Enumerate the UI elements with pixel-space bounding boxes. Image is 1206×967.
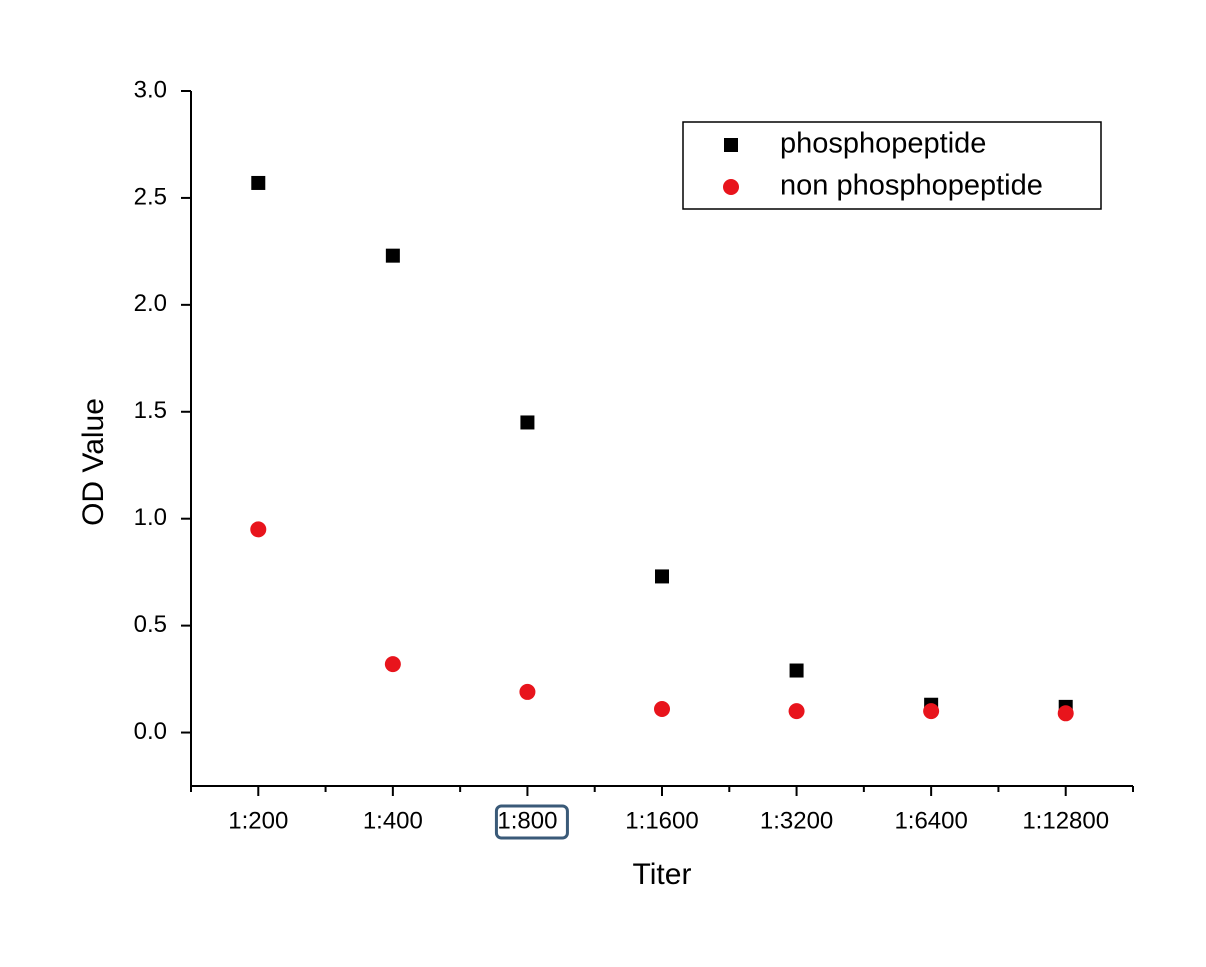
y-tick-label: 2.0 (134, 290, 167, 317)
marker (789, 663, 804, 678)
x-tick-label: 1:12800 (1022, 807, 1109, 834)
legend-box (682, 121, 1102, 210)
legend-item: non phosphopeptide (723, 170, 1043, 202)
x-tick-label: 1:200 (228, 807, 288, 834)
y-axis-title: OD Value (77, 398, 110, 526)
legend-label: phosphopeptide (780, 128, 986, 160)
x-tick-label: 1:400 (363, 807, 423, 834)
marker (384, 656, 401, 673)
marker (1057, 705, 1074, 722)
x-tick-label: 1:3200 (760, 807, 833, 834)
legend-label: non phosphopeptide (780, 170, 1043, 202)
marker (923, 703, 940, 720)
marker (654, 701, 670, 718)
marker (251, 175, 266, 190)
marker (385, 248, 400, 263)
x-tick-label: 1:800 (497, 807, 557, 834)
x-tick-label: 1:1600 (625, 807, 698, 834)
marker (519, 683, 536, 700)
y-tick-label: 1.5 (134, 397, 167, 424)
y-tick-label: 3.0 (134, 76, 167, 103)
legend-marker (723, 179, 739, 195)
y-tick-label: 0.5 (134, 611, 167, 638)
x-tick-label: 1:6400 (894, 807, 967, 834)
y-tick-label: 0.0 (134, 718, 167, 745)
marker (520, 415, 535, 430)
highlight-box (494, 804, 569, 840)
marker (655, 569, 669, 584)
marker (788, 703, 805, 720)
x-axis-title: Titer (633, 858, 692, 891)
legend-item: phosphopeptide (724, 128, 986, 160)
marker (250, 521, 267, 538)
y-tick-label: 2.5 (134, 183, 167, 210)
y-tick-label: 1.0 (134, 504, 167, 531)
legend-marker (724, 138, 738, 152)
